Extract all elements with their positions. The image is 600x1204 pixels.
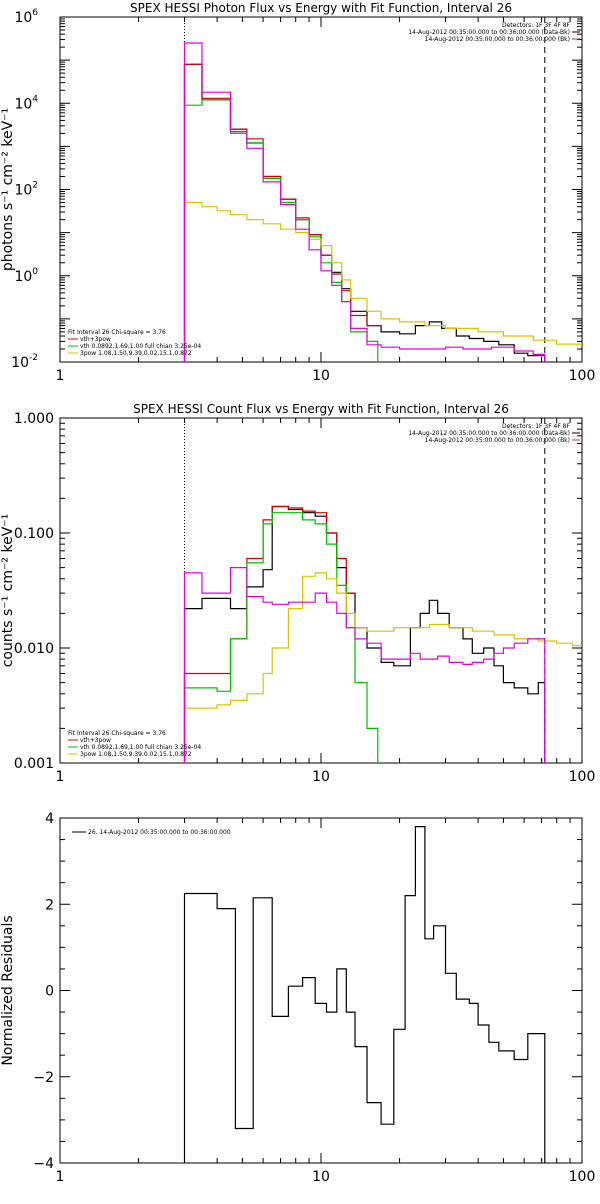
legend-top-entry: 14-Aug-2012 00:35:00.000 to 00:36:00.000…: [425, 437, 570, 444]
x-tick-label: 100: [569, 368, 596, 384]
series-line-4: [183, 201, 582, 362]
legend-bottom-entry: vth 0.0892,1.69,1.00 full chian 3.25e-04: [80, 343, 201, 350]
panel-2: 1 10 100 1.000 0.100 0.010 0.001 SPEX HESSI Cou…: [0, 402, 595, 785]
series-line-5: [183, 42, 546, 362]
y-axis-label: photons s⁻¹ cm⁻² keV⁻¹: [0, 108, 16, 271]
y-tick-label: −4: [33, 1156, 54, 1172]
series-line-3: [183, 99, 379, 362]
series-line-5: [183, 567, 546, 763]
legend-top-entry: 14-Aug-2012 00:35:00.000 to 00:36:00.000…: [425, 36, 570, 43]
y-tick-label: 4: [45, 811, 54, 827]
series-line-2: [183, 505, 355, 763]
y-tick-label: 100: [14, 267, 38, 285]
y-tick-label: 102: [14, 181, 38, 199]
x-tick-label: 10: [312, 1169, 330, 1185]
y-tick-label: 0.010: [14, 641, 54, 657]
chart-title: SPEX HESSI Photon Flux vs Energy with Fi…: [130, 1, 512, 15]
x-tick-label: 1: [56, 1169, 65, 1185]
y-tick-label: 106: [14, 8, 38, 26]
plot-frame: [59, 817, 583, 1164]
y-tick-label: 10-2: [11, 353, 38, 371]
y-tick-label: 104: [14, 94, 38, 112]
y-tick-label: 0.001: [14, 756, 54, 772]
legend-bottom-entry: vth+3pow: [80, 737, 111, 744]
legend-bottom-entry: vth+3pow: [80, 336, 111, 343]
x-tick-label: 100: [569, 1169, 596, 1185]
series-line-2: [183, 63, 382, 362]
x-tick-label: 10: [312, 769, 330, 785]
plot-frame: [59, 16, 583, 363]
legend-bottom-entry: 3pow 1.08,1.50,9.39,0.02,15.1,0.872: [80, 350, 192, 357]
series-line-1: [183, 505, 546, 763]
legend-bottom-entry: vth 0.0892,1.69,1.00 full chian 3.25e-04: [80, 744, 201, 751]
x-tick-label: 1: [56, 368, 65, 384]
panel-1: 1 10 100 106 104 102 100 10-2 SPEX HESSI Photon …: [0, 1, 595, 384]
panel-3: 1 10 100 4 2 0 −2 −4 Normalized Residuals 26. 14-…: [0, 811, 595, 1185]
legend-bottom-entry: Fit Interval 26 Chi-square = 3.76: [68, 730, 166, 737]
series-line-1: [183, 63, 546, 362]
x-tick-label: 100: [569, 769, 596, 785]
series-line-4: [183, 572, 582, 763]
series-line-1: [183, 826, 546, 1163]
legend-top-entry: Detectors: 1F 3F 4F 8F: [502, 22, 571, 29]
x-tick-label: 10: [312, 368, 330, 384]
chart-title: SPEX HESSI Count Flux vs Energy with Fit…: [133, 402, 509, 416]
legend-top-entry: Detectors: 1F 3F 4F 8F: [502, 423, 571, 430]
series-line-3: [183, 512, 379, 763]
y-tick-label: 0: [45, 984, 54, 1000]
legend-top-entry: 14-Aug-2012 00:35:00.000 to 00:36:00.000…: [408, 29, 570, 36]
y-tick-label: −2: [33, 1070, 54, 1086]
legend-entry: 26. 14-Aug-2012 00:35:00.000 to 00:36:00…: [88, 829, 231, 836]
y-tick-label: 2: [45, 897, 54, 913]
legend-top-entry: 14-Aug-2012 00:35:00.000 to 00:36:00.000…: [408, 430, 570, 437]
y-axis-label: Normalized Residuals: [0, 915, 16, 1065]
legend-bottom-entry: 3pow 1.08,1.50,9.39,0.02,15.1,0.872: [80, 751, 192, 758]
plot-frame: [59, 417, 583, 764]
x-tick-label: 1: [56, 769, 65, 785]
y-axis-label: counts s⁻¹ cm⁻² keV⁻¹: [0, 514, 16, 668]
y-tick-label: 1.000: [14, 411, 54, 427]
y-tick-label: 0.100: [14, 526, 54, 542]
legend-bottom-entry: Fit Interval 26 Chi-square = 3.76: [68, 329, 166, 336]
